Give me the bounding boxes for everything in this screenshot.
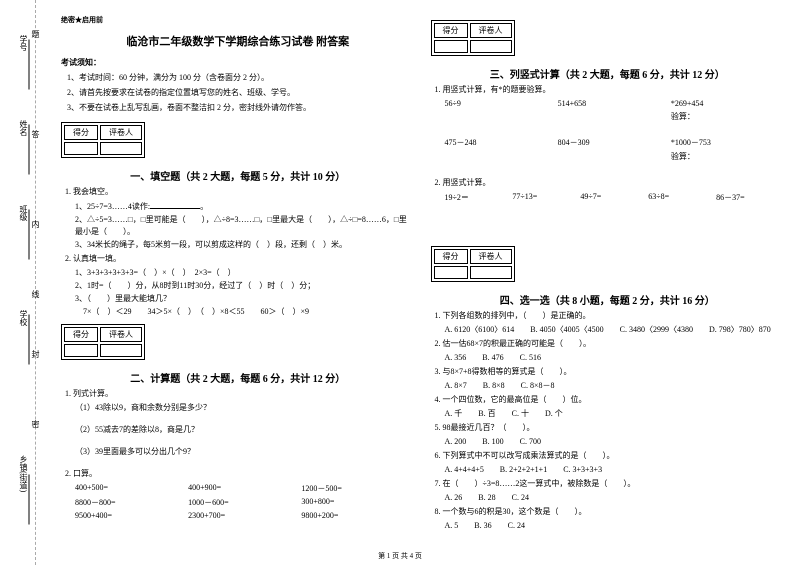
question-stem: 2. 认真填一填。 bbox=[65, 253, 415, 265]
mc-options: A. 8×7 B. 8×8 C. 8×8－8 bbox=[445, 380, 785, 392]
mc-options: A. 356 B. 476 C. 516 bbox=[445, 352, 785, 364]
exam-title: 临沧市二年级数学下学期综合练习试卷 附答案 bbox=[61, 33, 415, 49]
mc-options: A. 5 B. 36 C. 24 bbox=[445, 520, 785, 532]
question-sub: 7×（ ）＜29 34＞5×（ ） （ ）×8＜55 60＞（ ）×9 bbox=[75, 306, 415, 318]
section-title: 二、计算题（共 2 大题，每题 6 分，共计 12 分） bbox=[61, 370, 415, 385]
question-sub: （1）43除以9，商和余数分别是多少？ bbox=[75, 402, 415, 414]
mc-stem: 5. 98最接近几百？（ ）。 bbox=[435, 422, 785, 434]
score-cell: 评卷人 bbox=[100, 327, 142, 342]
calc-row: 9500+400=2300+700=9800+200= bbox=[75, 511, 415, 520]
mc-options: A. 6120〈6100〉614 B. 4050〈4005〈4500 C. 34… bbox=[445, 324, 785, 336]
calc-row: 400+500=400+900=1200－500= bbox=[75, 483, 415, 494]
score-cell: 评卷人 bbox=[470, 249, 512, 264]
question-sub: 2、△÷5=3……□，□里可能是（ ），△÷8=3……□，□里最大是（ ），△÷… bbox=[75, 214, 415, 238]
dash-char: 封 bbox=[30, 350, 41, 358]
calc-row: 验算： bbox=[445, 151, 785, 162]
margin-label: 姓名 bbox=[18, 120, 29, 136]
multiple-choice-block: 1. 下列各组数的排列中，（ ）是正确的。 A. 6120〈6100〉614 B.… bbox=[431, 310, 785, 532]
mc-stem: 2. 估一估68×7的积最正确的可能是（ ）。 bbox=[435, 338, 785, 350]
score-cell: 评卷人 bbox=[470, 23, 512, 38]
margin-blank bbox=[29, 475, 38, 525]
calc-row: 475－248804－309*1000－753 bbox=[445, 137, 785, 148]
calc-row: 19÷2＝77÷13=49÷7=63÷8=86－37= bbox=[445, 192, 785, 203]
mc-stem: 6. 下列算式中不可以改写成乘法算式的是（ ）。 bbox=[435, 450, 785, 462]
notice-item: 3、不要在试卷上乱写乱画，卷面不整洁扣 2 分，密封线外请勿作答。 bbox=[67, 102, 415, 114]
section-title: 四、选一选（共 8 小题，每题 2 分，共计 16 分） bbox=[431, 292, 785, 307]
calc-row: 验算： bbox=[445, 111, 785, 122]
score-cell: 得分 bbox=[434, 23, 468, 38]
section-title: 一、填空题（共 2 大题，每题 5 分，共计 10 分） bbox=[61, 168, 415, 183]
score-cell: 评卷人 bbox=[100, 125, 142, 140]
binding-margin: 学号 姓名 班级 学校 乡镇(街道) 题 答 内 线 封 密 bbox=[0, 0, 45, 565]
question-sub: （2）55减去7的差除以8，商是几？ bbox=[75, 424, 415, 436]
margin-label: 乡镇(街道) bbox=[18, 455, 29, 492]
mc-options: A. 26 B. 28 C. 24 bbox=[445, 492, 785, 504]
notice-title: 考试须知： bbox=[61, 57, 415, 68]
score-cell: 得分 bbox=[434, 249, 468, 264]
score-box: 得分 评卷人 bbox=[61, 122, 145, 158]
column-right: 得分 评卷人 三、列竖式计算（共 2 大题，每题 6 分，共计 12 分） 1.… bbox=[423, 15, 793, 560]
mc-stem: 3. 与8×7+8得数相等的算式是（ ）。 bbox=[435, 366, 785, 378]
notice-item: 2、请首先按要求在试卷的指定位置填写您的姓名、班级、学号。 bbox=[67, 87, 415, 99]
score-box: 得分 评卷人 bbox=[431, 20, 515, 56]
question-sub: 2、1时=（ ）分，从8时到11时30分，经过了（ ）时（ ）分； bbox=[75, 280, 415, 292]
question-stem: 1. 列式计算。 bbox=[65, 388, 415, 400]
page-footer: 第 1 页 共 4 页 bbox=[0, 551, 800, 561]
margin-label: 班级 bbox=[18, 205, 29, 221]
mc-stem: 4. 一个四位数，它的最高位是（ ）位。 bbox=[435, 394, 785, 406]
calc-row: 56÷9514+658*269+454 bbox=[445, 99, 785, 108]
score-cell: 得分 bbox=[64, 327, 98, 342]
mc-stem: 7. 在（ ）÷3=8……2这一算式中，被除数是（ ）。 bbox=[435, 478, 785, 490]
margin-blank bbox=[29, 210, 38, 260]
section-title: 三、列竖式计算（共 2 大题，每题 6 分，共计 12 分） bbox=[431, 66, 785, 81]
calc-row: 8800－800=1000－600=300+800= bbox=[75, 497, 415, 508]
mc-options: A. 4+4+4+5 B. 2+2+2+1+1 C. 3+3+3+3 bbox=[445, 464, 785, 476]
question-sub: 1、25÷7=3……4读作:。 bbox=[75, 200, 415, 213]
question-sub: 3、34米长的绳子，每5米剪一段，可以剪成这样的（ ）段，还剩（ ）米。 bbox=[75, 239, 415, 251]
question-stem: 1. 我会填空。 bbox=[65, 186, 415, 198]
score-box: 得分 评卷人 bbox=[61, 324, 145, 360]
question-stem: 2. 口算。 bbox=[65, 468, 415, 480]
dash-char: 题 bbox=[30, 30, 41, 38]
mc-stem: 1. 下列各组数的排列中，（ ）是正确的。 bbox=[435, 310, 785, 322]
question-sub: 1、3+3+3+3+3+3=（ ）×（ ） 2×3=（ ） bbox=[75, 267, 415, 279]
secret-label: 绝密★启用前 bbox=[61, 15, 415, 25]
score-box: 得分 评卷人 bbox=[431, 246, 515, 282]
mc-options: A. 千 B. 百 C. 十 D. 个 bbox=[445, 408, 785, 420]
content: 绝密★启用前 临沧市二年级数学下学期综合练习试卷 附答案 考试须知： 1、考试时… bbox=[45, 0, 800, 565]
mc-options: A. 200 B. 100 C. 700 bbox=[445, 436, 785, 448]
dash-char: 线 bbox=[30, 290, 41, 298]
dash-char: 内 bbox=[30, 220, 41, 228]
question-stem: 2. 用竖式计算。 bbox=[435, 177, 785, 189]
margin-label: 学号 bbox=[18, 35, 29, 51]
question-sub: 3、（ ）里最大能填几？ bbox=[75, 293, 415, 305]
margin-label: 学校 bbox=[18, 310, 29, 326]
mc-stem: 8. 一个数与6的积是30，这个数是（ ）。 bbox=[435, 506, 785, 518]
margin-blank bbox=[29, 40, 38, 90]
notice-item: 1、考试时间：60 分钟，满分为 100 分（含卷面分 2 分）。 bbox=[67, 72, 415, 84]
dash-char: 答 bbox=[30, 130, 41, 138]
question-stem: 1. 用竖式计算，有*的题要验算。 bbox=[435, 84, 785, 96]
dash-char: 密 bbox=[30, 420, 41, 428]
column-left: 绝密★启用前 临沧市二年级数学下学期综合练习试卷 附答案 考试须知： 1、考试时… bbox=[53, 15, 423, 560]
score-cell: 得分 bbox=[64, 125, 98, 140]
question-sub: （3）39里面最多可以分出几个9？ bbox=[75, 446, 415, 458]
